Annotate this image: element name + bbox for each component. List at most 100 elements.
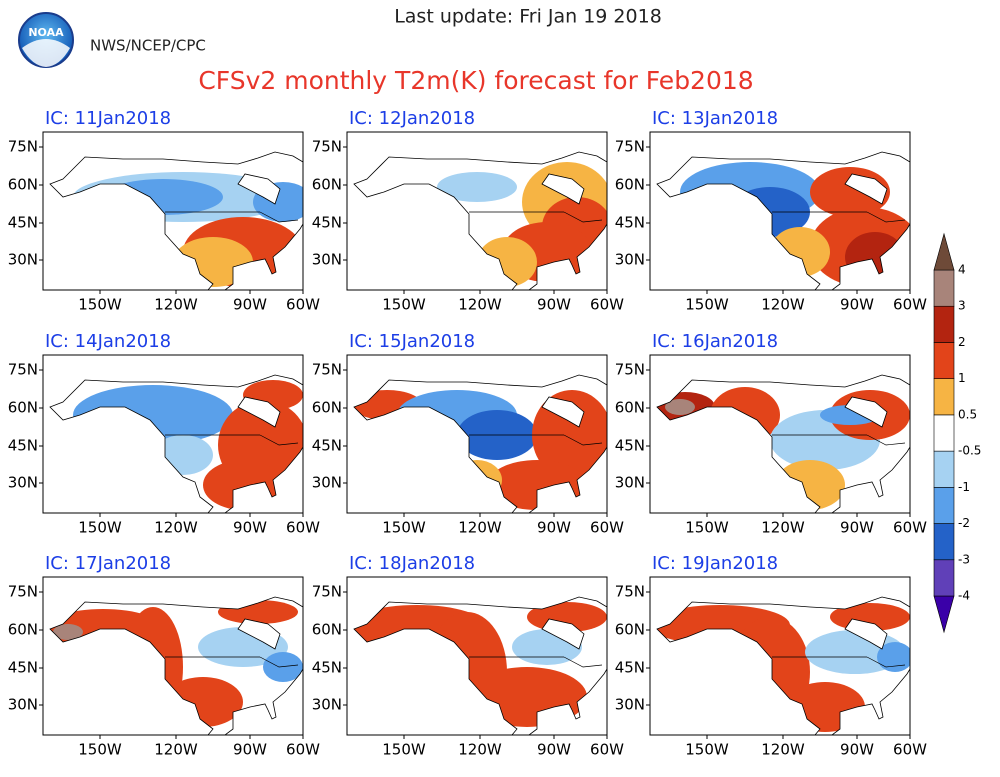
map-panel: IC: 17Jan2018 75N 60N 45N 30N 150W 120W 90W 60W — [8, 553, 320, 759]
colorbar-segment — [933, 523, 955, 561]
lon-label: 60W — [286, 741, 320, 759]
coastline — [353, 151, 608, 291]
lat-label: 30N — [312, 474, 342, 492]
colorbar-label: 0.5 — [958, 407, 977, 421]
border-line — [469, 656, 603, 668]
panel-label: IC: 17Jan2018 — [45, 553, 171, 574]
lon-label: 120W — [154, 519, 198, 537]
lat-label: 60N — [312, 399, 342, 417]
border-line — [165, 211, 299, 223]
lat-label: 60N — [312, 621, 342, 639]
colorbar-segment — [933, 342, 955, 379]
lat-label: 45N — [312, 214, 342, 232]
update-text: Last update: Fri Jan 19 2018 — [394, 6, 662, 28]
lon-label: 60W — [590, 741, 624, 759]
map-panel: IC: 12Jan2018 75N 60N 45N 30N 150W 120W 90W 60W — [312, 108, 624, 314]
border-line — [772, 656, 906, 668]
panel-frame — [42, 576, 304, 736]
lat-label: 30N — [8, 474, 38, 492]
map-panel: IC: 19Jan2018 75N 60N 45N 30N 150W 120W 90W 60W — [615, 553, 927, 759]
panel-label: IC: 11Jan2018 — [45, 108, 171, 129]
map-panel: IC: 13Jan2018 75N 60N 45N 30N 150W 120W 90W 60W — [615, 108, 927, 314]
lat-label: 30N — [312, 251, 342, 269]
water-body — [237, 173, 281, 205]
lat-label: 45N — [615, 437, 645, 455]
panel-frame — [42, 131, 304, 291]
map-panel: IC: 16Jan2018 75N 60N 45N 30N 150W 120W 90W 60W — [615, 331, 927, 537]
lon-label: 150W — [382, 519, 426, 537]
colorbar-segment — [933, 414, 955, 452]
water-body — [541, 396, 585, 428]
lon-label: 60W — [590, 519, 624, 537]
lon-label: 120W — [761, 296, 805, 314]
water-body — [541, 173, 585, 205]
logo: NOAA — [18, 12, 74, 68]
lat-label: 45N — [8, 659, 38, 677]
panels: IC: 11Jan2018 75N 60N 45N 30N 150W 120W 90W 60W I… — [8, 108, 927, 759]
coastline — [656, 151, 911, 291]
lat-label: 60N — [615, 621, 645, 639]
colorbar-segment — [933, 487, 955, 524]
water-body — [237, 618, 281, 650]
colorbar-end — [933, 595, 955, 634]
colorbar-label: -0.5 — [958, 444, 981, 458]
colorbar-label: 1 — [958, 371, 966, 385]
coastline — [656, 374, 911, 514]
lon-label: 90W — [233, 296, 267, 314]
lat-label: 30N — [8, 696, 38, 714]
map-panel: IC: 14Jan2018 75N 60N 45N 30N 150W 120W 90W 60W — [8, 331, 320, 537]
lon-label: 120W — [458, 741, 502, 759]
lon-label: 90W — [537, 741, 571, 759]
coastline — [49, 596, 304, 736]
panel-frame — [346, 576, 608, 736]
lon-label: 150W — [78, 296, 122, 314]
border-line — [165, 656, 299, 668]
lon-label: 150W — [382, 296, 426, 314]
lon-label: 150W — [685, 296, 729, 314]
lon-label: 60W — [286, 296, 320, 314]
coastline — [353, 374, 608, 514]
map-panel: IC: 11Jan2018 75N 60N 45N 30N 150W 120W 90W 60W — [8, 108, 320, 314]
lat-label: 45N — [312, 659, 342, 677]
coastline — [49, 374, 304, 514]
colorbar-label: 3 — [958, 299, 966, 313]
lat-label: 75N — [615, 583, 645, 601]
lat-label: 45N — [8, 214, 38, 232]
lat-label: 30N — [8, 251, 38, 269]
border-line — [469, 434, 603, 446]
colorbar-label: -1 — [958, 480, 970, 494]
panel-frame — [649, 576, 911, 736]
lat-label: 75N — [8, 361, 38, 379]
anomaly-area — [877, 642, 910, 672]
lon-label: 120W — [761, 741, 805, 759]
colorbar-segment — [933, 450, 955, 488]
lat-label: 60N — [312, 176, 342, 194]
colorbar-segment — [933, 559, 955, 597]
colorbar-segment — [933, 269, 955, 307]
lon-label: 120W — [154, 296, 198, 314]
lat-label: 60N — [8, 399, 38, 417]
lon-label: 60W — [893, 741, 927, 759]
lat-label: 60N — [615, 399, 645, 417]
colorbar-segment — [933, 305, 955, 343]
agency-text: NWS/NCEP/CPC — [90, 37, 206, 55]
lon-label: 90W — [233, 519, 267, 537]
map-panel: IC: 15Jan2018 75N 60N 45N 30N 150W 120W 90W 60W — [312, 331, 624, 537]
anomaly-area — [665, 399, 695, 415]
water-body — [844, 173, 888, 205]
anomaly-area — [53, 624, 83, 640]
lon-label: 150W — [685, 519, 729, 537]
lat-label: 45N — [615, 659, 645, 677]
lat-label: 45N — [8, 437, 38, 455]
lon-label: 60W — [590, 296, 624, 314]
lat-label: 30N — [312, 696, 342, 714]
lat-label: 45N — [615, 214, 645, 232]
panel-frame — [42, 354, 304, 514]
lon-label: 90W — [840, 741, 874, 759]
lon-label: 120W — [458, 296, 502, 314]
colorbar-label: 4 — [958, 263, 966, 277]
lon-label: 150W — [78, 519, 122, 537]
lon-label: 150W — [685, 741, 729, 759]
border-line — [469, 211, 603, 223]
